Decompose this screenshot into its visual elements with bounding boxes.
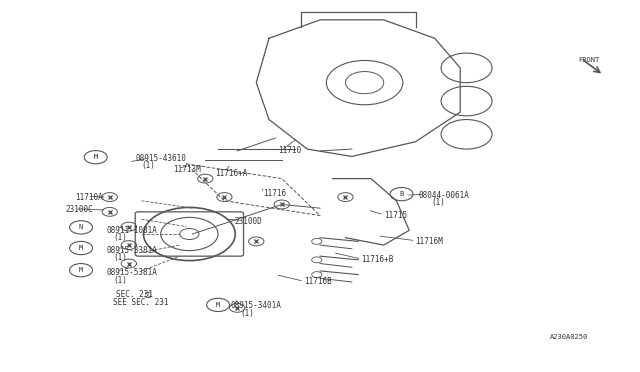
Text: 参照: 参照	[145, 292, 152, 298]
Text: SEE SEC. 231: SEE SEC. 231	[113, 298, 168, 307]
Text: N: N	[79, 224, 83, 230]
Text: 11716+A: 11716+A	[215, 169, 247, 177]
Text: 11716M: 11716M	[415, 237, 444, 246]
Text: 08915-3381A: 08915-3381A	[106, 246, 157, 255]
Text: 08915-43610: 08915-43610	[135, 154, 186, 163]
Text: 11716+B: 11716+B	[362, 255, 394, 264]
Text: M: M	[216, 302, 220, 308]
Text: 11716: 11716	[262, 189, 286, 198]
Text: M: M	[79, 245, 83, 251]
Text: 08044-0061A: 08044-0061A	[419, 191, 470, 200]
Text: M: M	[93, 154, 98, 160]
Text: (1): (1)	[241, 309, 254, 318]
Text: 08911-1081A: 08911-1081A	[106, 226, 157, 235]
Text: 08915-5381A: 08915-5381A	[106, 268, 157, 277]
Text: SEC. 231: SEC. 231	[116, 291, 153, 299]
Text: (1): (1)	[141, 161, 156, 170]
Text: 11710: 11710	[278, 147, 301, 155]
Text: 08915-3401A: 08915-3401A	[231, 301, 282, 311]
Text: 11715: 11715	[384, 211, 407, 220]
Text: 23100C: 23100C	[65, 205, 93, 215]
Text: B: B	[399, 191, 404, 197]
Text: (1): (1)	[113, 276, 127, 285]
Text: (1): (1)	[113, 233, 127, 242]
Text: 11710A: 11710A	[75, 193, 102, 202]
Text: 11716B: 11716B	[304, 278, 332, 286]
Text: FRONT: FRONT	[578, 57, 599, 64]
Text: M: M	[79, 267, 83, 273]
Text: (1): (1)	[431, 198, 445, 207]
Text: A230A0250: A230A0250	[549, 334, 588, 340]
Text: (1): (1)	[113, 253, 127, 263]
Text: 11713M: 11713M	[173, 165, 201, 174]
Text: 23100D: 23100D	[234, 217, 262, 225]
